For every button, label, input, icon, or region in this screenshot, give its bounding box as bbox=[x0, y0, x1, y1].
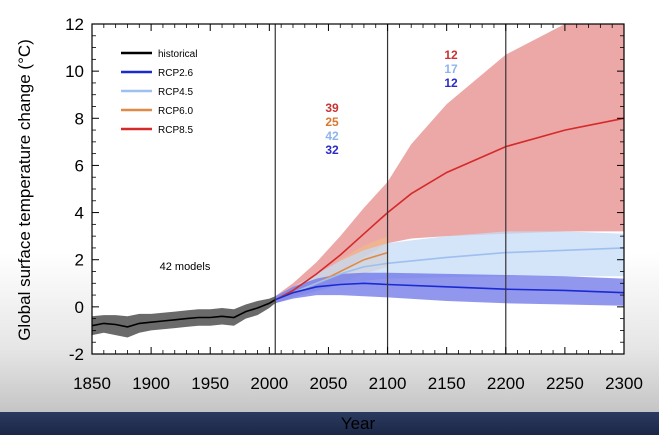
x-tick-label: 1850 bbox=[73, 374, 111, 393]
y-tick-label: 2 bbox=[75, 251, 84, 270]
y-axis: -2 0 2 4 6 8 10 12 bbox=[65, 15, 624, 364]
y-axis-label: Global surface temperature change (°C) bbox=[15, 39, 34, 341]
legend-label-rcp8-5: RCP8.5 bbox=[158, 125, 193, 136]
x-tick-label: 2150 bbox=[428, 374, 466, 393]
reference-lines bbox=[274, 24, 507, 354]
legend-label-historical: historical bbox=[158, 49, 197, 60]
models-count-label: 42 models bbox=[160, 261, 211, 273]
model-count-2100: 42 bbox=[325, 129, 339, 143]
band-rcp2-6 bbox=[275, 272, 624, 306]
legend: historical RCP2.6 RCP4.5 RCP6.0 RCP8.5 bbox=[121, 49, 197, 136]
x-tick-label: 2100 bbox=[369, 374, 407, 393]
x-tick-label: 2050 bbox=[310, 374, 348, 393]
y-tick-label: 12 bbox=[65, 15, 84, 34]
x-tick-label: 1900 bbox=[132, 374, 170, 393]
band-rcp8-5 bbox=[275, 24, 624, 304]
legend-label-rcp2-6: RCP2.6 bbox=[158, 68, 193, 79]
y-tick-label: 0 bbox=[75, 298, 84, 317]
y-tick-label: -2 bbox=[69, 345, 84, 364]
legend-label-rcp6-0: RCP6.0 bbox=[158, 106, 193, 117]
model-count-2300: 12 bbox=[444, 76, 458, 90]
legend-label-rcp4-5: RCP4.5 bbox=[158, 87, 193, 98]
band-rcp4-5 bbox=[275, 231, 624, 304]
y-tick-label: 10 bbox=[65, 62, 84, 81]
line-historical bbox=[91, 299, 276, 328]
y-tick-label: 8 bbox=[75, 109, 84, 128]
uncertainty-bands bbox=[92, 24, 624, 338]
line-rcp2-6 bbox=[274, 282, 625, 301]
x-axis: 1850 1900 1950 2000 2050 2100 2150 2200 2250 2300 bbox=[73, 24, 643, 393]
model-count-2100: 25 bbox=[325, 115, 339, 129]
model-count-2300: 12 bbox=[444, 48, 458, 62]
model-count-2100: 39 bbox=[325, 101, 339, 115]
x-axis-label: Year bbox=[341, 414, 376, 433]
y-tick-label: 6 bbox=[75, 156, 84, 175]
x-tick-label: 2200 bbox=[487, 374, 525, 393]
x-tick-label: 2250 bbox=[546, 374, 584, 393]
x-tick-label: 1950 bbox=[191, 374, 229, 393]
slide-footer-band bbox=[0, 412, 659, 435]
y-tick-label: 4 bbox=[75, 204, 84, 223]
x-tick-label: 2300 bbox=[605, 374, 643, 393]
x-tick-label: 2000 bbox=[250, 374, 288, 393]
line-rcp4-5 bbox=[274, 247, 625, 301]
model-count-2300: 17 bbox=[444, 62, 458, 76]
band-historical bbox=[92, 296, 276, 338]
model-count-2100: 32 bbox=[325, 143, 339, 157]
